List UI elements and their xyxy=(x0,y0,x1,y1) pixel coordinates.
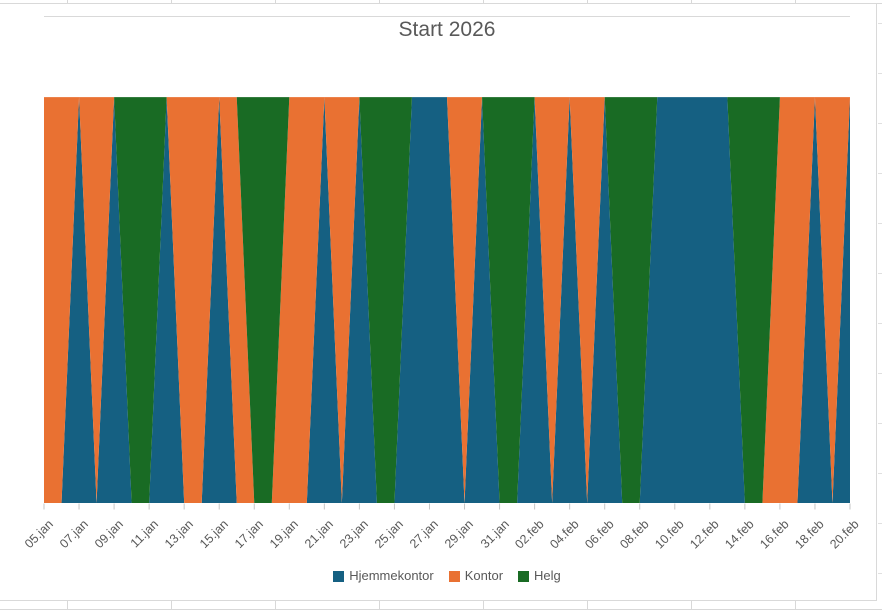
legend-label: Hjemmekontor xyxy=(349,568,434,583)
legend-swatch-icon xyxy=(448,570,460,582)
stacked-area-plot[interactable] xyxy=(43,16,851,511)
legend-label: Kontor xyxy=(464,568,504,583)
sheet-row-border xyxy=(878,23,882,24)
sheet-column-border xyxy=(379,601,380,610)
area-series-helg[interactable] xyxy=(44,97,850,504)
sheet-column-border xyxy=(795,0,796,3)
sheet-row-border xyxy=(878,373,882,374)
legend-swatch-icon xyxy=(333,570,345,582)
sheet-column-border xyxy=(691,601,692,610)
sheet-column-border xyxy=(275,0,276,3)
sheet-row-border xyxy=(878,473,882,474)
sheet-column-border xyxy=(587,0,588,3)
sheet-column-border xyxy=(67,0,68,3)
sheet-column-border xyxy=(483,601,484,610)
sheet-row-border xyxy=(878,73,882,74)
value-axis-top-gridline xyxy=(44,16,850,17)
sheet-column-border xyxy=(379,0,380,3)
sheet-row-border xyxy=(878,523,882,524)
sheet-row-border xyxy=(878,423,882,424)
sheet-row-border xyxy=(878,223,882,224)
sheet-row-border xyxy=(878,273,882,274)
sheet-column-border xyxy=(691,0,692,3)
sheet-column-border xyxy=(171,601,172,610)
sheet-column-border xyxy=(587,601,588,610)
sheet-column-border xyxy=(483,0,484,3)
sheet-row-border xyxy=(878,323,882,324)
sheet-column-border xyxy=(795,601,796,610)
legend[interactable]: Hjemmekontor Kontor Helg xyxy=(44,568,850,584)
sheet-column-border xyxy=(171,0,172,3)
area-series-kontor[interactable] xyxy=(44,97,850,504)
chart-title[interactable]: Start 2026 xyxy=(398,18,496,41)
sheet-row-border xyxy=(878,173,882,174)
sheet-row-border xyxy=(878,573,882,574)
sheet-column-border xyxy=(67,601,68,610)
legend-item-kontor[interactable]: Kontor xyxy=(448,568,504,583)
legend-label: Helg xyxy=(534,568,561,583)
legend-item-helg[interactable]: Helg xyxy=(518,569,561,583)
area-series-hjemmekontor[interactable] xyxy=(44,97,850,504)
legend-item-hjemmekontor[interactable]: Hjemmekontor xyxy=(333,569,434,583)
sheet-row-border xyxy=(878,123,882,124)
legend-swatch-icon xyxy=(518,570,530,582)
sheet-column-border xyxy=(275,601,276,610)
